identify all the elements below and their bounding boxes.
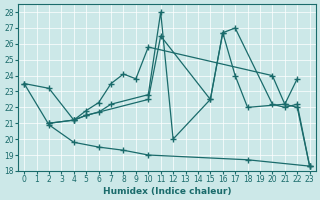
X-axis label: Humidex (Indice chaleur): Humidex (Indice chaleur): [103, 187, 231, 196]
